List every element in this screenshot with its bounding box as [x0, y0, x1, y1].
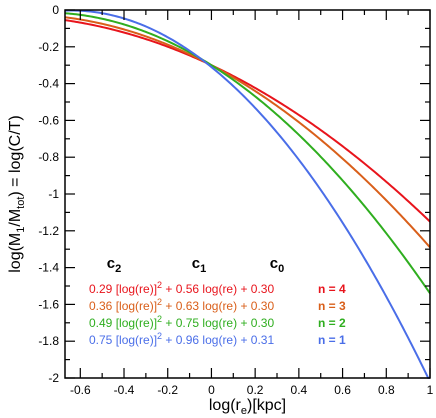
series-line-n-1 [64, 9, 431, 379]
y-tick-label: -1.4 [38, 261, 59, 275]
y-tick-label: -2 [48, 371, 59, 385]
x-tick-label: 0.8 [378, 383, 395, 397]
series-label: n = 3 [318, 299, 346, 313]
y-tick-label: -0.8 [38, 150, 59, 164]
y-tick-label: -1.8 [38, 334, 59, 348]
coef-header-c1: c1 [192, 255, 206, 275]
y-tick-label: -0.4 [38, 77, 59, 91]
x-tick-label: -0.4 [114, 383, 135, 397]
x-tick-label: 0 [208, 383, 215, 397]
y-tick-label: -1.2 [38, 224, 59, 238]
series-line-n-2 [64, 12, 431, 294]
equation-legend: 0.29 [log(re)]2 + 0.56 log(re) + 0.30 n =… [89, 280, 346, 347]
series-lines [64, 9, 431, 379]
coef-header-c2: c2 [107, 255, 121, 275]
series-label: n = 2 [318, 316, 346, 330]
x-tick-label: 0.4 [291, 383, 308, 397]
series-line-n-3 [64, 16, 431, 249]
equation-text: 0.36 [log(re)]2 + 0.63 log(re) + 0.30 [89, 297, 274, 313]
series-label: n = 1 [318, 333, 346, 347]
x-tick-label: -0.2 [157, 383, 178, 397]
equation-text: 0.29 [log(re)]2 + 0.56 log(re) + 0.30 [89, 280, 274, 296]
y-tick-label: -0.6 [38, 113, 59, 127]
coef-header-c0: c0 [270, 255, 284, 275]
y-tick-label: -1 [48, 187, 59, 201]
equation-text: 0.75 [log(re)]2 + 0.96 log(re) + 0.31 [89, 331, 274, 347]
series-line-n-4 [64, 19, 431, 223]
y-tick-label: -0.2 [38, 40, 59, 54]
x-tick-label: 0.2 [247, 383, 264, 397]
x-axis-label: log(re)[kpc] [209, 397, 286, 417]
y-axis-label: log(M1/Mtot) = log(C/T) [7, 115, 27, 273]
coefficient-headers: c2 c1 c0 [107, 255, 284, 275]
y-tick-label: -1.6 [38, 297, 59, 311]
series-label: n = 4 [318, 282, 346, 296]
x-tick-label: -0.6 [70, 383, 91, 397]
axis-ticks: -0.6 -0.4 -0.2 0 0.2 0.4 0.6 0.8 10-0.2-0.4-0.6-… [38, 3, 433, 397]
x-tick-label: 1 [427, 383, 434, 397]
x-tick-label: 0.6 [334, 383, 351, 397]
equation-text: 0.49 [log(re)]2 + 0.75 log(re) + 0.30 [89, 314, 274, 330]
y-tick-label: 0 [52, 3, 59, 17]
